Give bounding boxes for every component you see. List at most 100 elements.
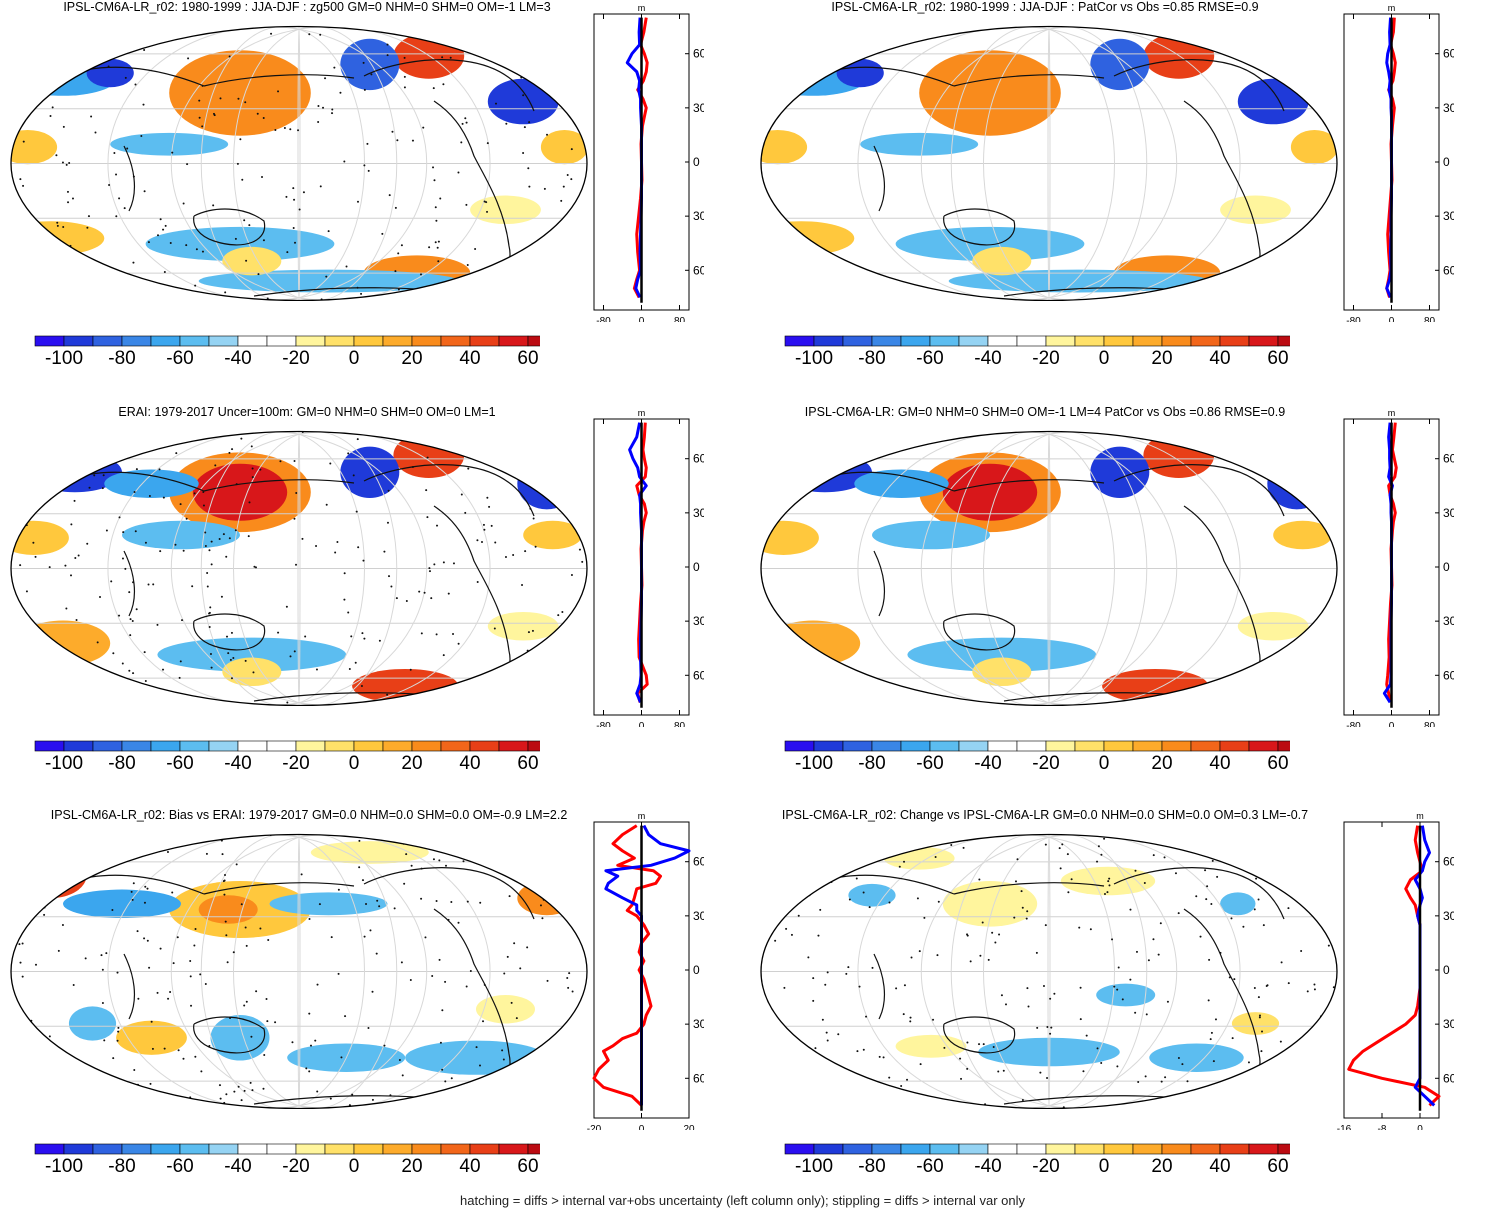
- stipple-dot: [55, 56, 58, 59]
- map-anomaly-blob: [895, 1034, 967, 1058]
- stipple-dot: [1044, 843, 1047, 846]
- stipple-dot: [528, 1105, 531, 1108]
- colorbar-swatch: [900, 335, 931, 347]
- stipple-dot: [1145, 1013, 1148, 1016]
- stipple-dot: [247, 535, 250, 538]
- stipple-dot: [19, 564, 22, 567]
- stipple-dot: [124, 76, 127, 79]
- map-border: [760, 25, 1338, 301]
- stipple-dot: [34, 963, 37, 966]
- stipple-dot: [201, 250, 204, 253]
- stipple-dot: [19, 178, 22, 181]
- stipple-dot: [37, 909, 40, 912]
- stipple-dot: [387, 489, 390, 492]
- stipple-dot: [319, 33, 322, 36]
- stipple-dot: [423, 591, 426, 594]
- map-anomaly-blob: [210, 1014, 270, 1061]
- colorbar-tick-label: -40: [974, 348, 1001, 369]
- stipple-dot: [435, 633, 438, 636]
- colorbar-swatch: [1248, 335, 1279, 347]
- stipple-dot: [85, 431, 88, 432]
- stipple-dot: [438, 958, 441, 961]
- stipple-dot: [1230, 917, 1233, 920]
- stipple-dot: [452, 562, 455, 565]
- stipple-dot: [420, 632, 423, 635]
- stipple-dot: [226, 961, 229, 964]
- colorbar-swatch: [527, 740, 540, 752]
- stipple-dot: [267, 939, 270, 942]
- stipple-dot: [792, 893, 795, 896]
- stipple-dot: [405, 853, 408, 856]
- colorbar-tick-label: -20: [282, 753, 309, 774]
- stipple-dot: [86, 226, 89, 229]
- stipple-dot: [466, 900, 469, 903]
- stipple-dot: [100, 1095, 103, 1098]
- stipple-dot: [255, 990, 258, 993]
- stipple-dot: [156, 26, 159, 27]
- stipple-dot: [156, 623, 159, 626]
- stipple-dot: [1143, 881, 1146, 884]
- colorbar-swatch: [1248, 740, 1279, 752]
- stipple-dot: [62, 225, 65, 228]
- stipple-dot: [532, 269, 535, 272]
- stipple-dot: [343, 572, 346, 575]
- stipple-dot: [5, 1088, 7, 1090]
- stipple-dot: [75, 619, 78, 622]
- stipple-dot: [286, 701, 289, 704]
- stipple-dot: [110, 580, 113, 583]
- stipple-dot: [150, 27, 153, 30]
- colorbar-swatch: [987, 335, 1018, 347]
- colorbar-swatch: [929, 335, 960, 347]
- stipple-dot: [923, 916, 926, 919]
- stipple-dot: [1027, 1005, 1030, 1008]
- stipple-dot: [154, 438, 157, 441]
- panel-title: ERAI: 1979-2017 Uncer=100m: GM=0 NHM=0 S…: [118, 405, 496, 419]
- stipple-dot: [793, 879, 796, 882]
- stipple-dot: [132, 672, 135, 675]
- stipple-dot: [1117, 966, 1120, 969]
- stipple-dot: [903, 984, 906, 987]
- stipple-dot: [360, 292, 363, 295]
- stipple-dot: [90, 684, 93, 687]
- stipple-dot: [900, 1085, 903, 1088]
- stipple-dot: [289, 655, 292, 658]
- stipple-dot: [483, 200, 486, 203]
- stipple-dot: [837, 1033, 840, 1036]
- stipple-dot: [1257, 898, 1260, 901]
- colorbar-swatch: [382, 1143, 413, 1155]
- stipple-dot: [1046, 1077, 1049, 1080]
- stipple-dot: [1000, 829, 1002, 831]
- stipple-dot: [316, 983, 319, 986]
- stipple-dot: [528, 185, 531, 188]
- stipple-dot: [432, 87, 435, 90]
- stipple-dot: [277, 631, 280, 634]
- stipple-dot: [252, 671, 255, 674]
- stipple-dot: [898, 865, 901, 868]
- stipple-dot: [409, 668, 412, 671]
- stipple-dot: [465, 985, 468, 988]
- graticule-line: [200, 834, 366, 1109]
- coastline: [63, 59, 535, 297]
- stipple-dot: [172, 962, 175, 965]
- graticule-line: [107, 834, 428, 1109]
- stipple-dot: [204, 983, 207, 986]
- lat-tick-label: 30S: [693, 209, 704, 223]
- panel: IPSL-CM6A-LR_r02: 1980-1999 : JJA-DJF : …: [750, 0, 1485, 400]
- stipple-dot: [428, 570, 431, 573]
- stipple-dot: [308, 918, 311, 921]
- stipple-dot: [504, 699, 507, 702]
- stipple-dot: [144, 541, 147, 544]
- stipple-dot: [909, 1020, 912, 1023]
- stipple-dot: [1206, 885, 1209, 888]
- stipple-dot: [25, 590, 28, 593]
- stipple-dot: [256, 112, 259, 115]
- stipple-dot: [108, 184, 111, 187]
- stipple-dot: [229, 658, 232, 661]
- stipple-dot: [249, 1081, 252, 1084]
- map-anomaly-blob: [122, 520, 240, 550]
- map-anomaly-blob: [942, 463, 1038, 521]
- stipple-dot: [218, 1084, 221, 1087]
- colorbar-tick-label: -60: [166, 348, 193, 369]
- panel-title: IPSL-CM6A-LR_r02: 1980-1999 : JJA-DJF : …: [63, 0, 551, 14]
- stipple-dot: [486, 210, 489, 213]
